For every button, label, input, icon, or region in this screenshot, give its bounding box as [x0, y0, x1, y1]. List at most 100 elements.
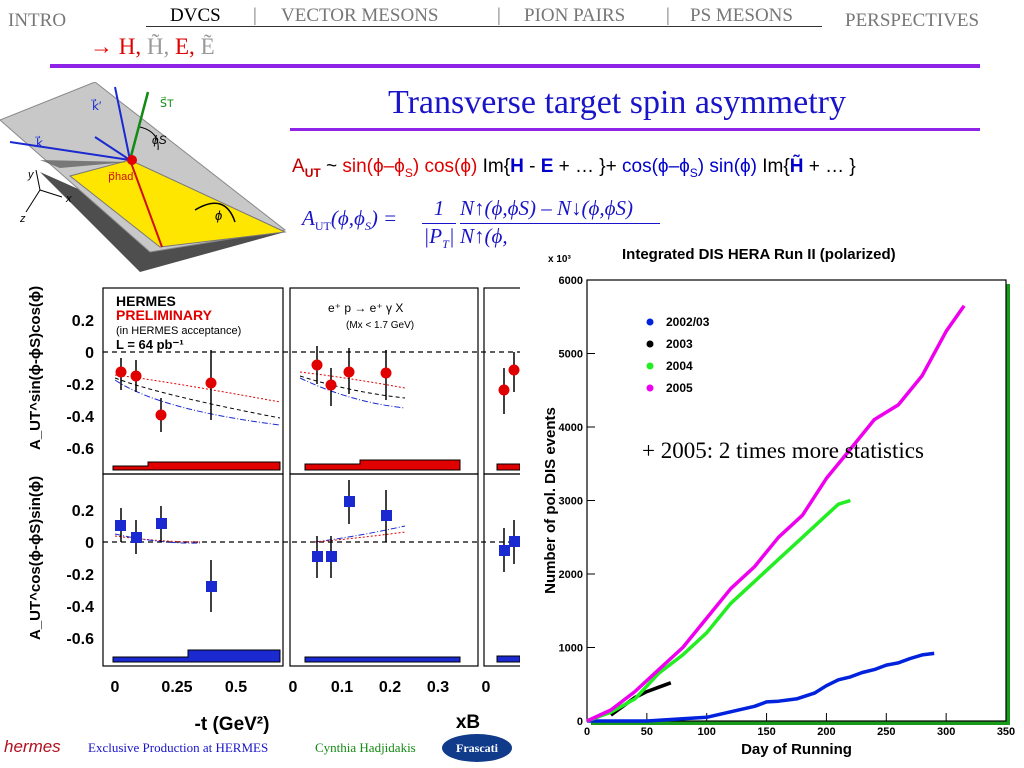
nav-dvcs[interactable]: DVCS	[170, 5, 221, 26]
data-point	[326, 551, 337, 562]
x-axis-label-t: -t (GeV²)	[195, 714, 270, 735]
x-tick: 0	[111, 679, 120, 696]
arrow-icon: →	[90, 34, 113, 59]
data-point	[380, 367, 392, 379]
legend-marker	[646, 384, 654, 392]
data-point	[311, 359, 323, 371]
x-tick-label: 150	[757, 726, 775, 738]
kinematics-diagram: k⃗′ k⃗ S⃗T ϕS p⃗had ϕ x y z	[0, 82, 287, 272]
nav-intro[interactable]: INTRO	[8, 10, 67, 31]
y-tick: 0.2	[72, 313, 94, 330]
fraction-one: 1 |PT|	[422, 196, 456, 252]
y-tick-label: 5000	[559, 349, 583, 361]
chart-title: Integrated DIS HERA Run II (polarized)	[622, 246, 896, 263]
x-tick: 0.5	[225, 679, 247, 696]
y-axis	[35, 169, 41, 191]
theory-curve-blue-bottom-xb	[314, 525, 406, 543]
data-point	[155, 409, 167, 421]
systematic-band-top-third	[496, 463, 520, 471]
gpd-etilde: Ẽ	[200, 34, 215, 59]
panel-xb-top	[289, 287, 479, 475]
theory-curve-blue	[114, 379, 281, 426]
panel-third-bottom	[483, 473, 520, 667]
data-point	[509, 536, 520, 547]
data-point	[498, 384, 510, 396]
gpd-list: → H, H̃, E, Ẽ	[90, 34, 215, 60]
data-point	[312, 551, 323, 562]
legend-marker	[646, 362, 654, 370]
k-prime-vector	[114, 86, 131, 161]
data-point	[344, 496, 355, 507]
footer-talk-title: Exclusive Production at HERMES	[88, 740, 269, 755]
series-line-2	[586, 498, 851, 723]
phi-label: ϕ	[215, 208, 222, 223]
lumi-chart: Integrated DIS HERA Run II (polarized) x…	[540, 240, 1024, 760]
x-tick-label: 200	[817, 726, 835, 738]
x-tick-label: 300	[937, 726, 955, 738]
legend-label: 2005	[666, 381, 693, 395]
asymmetry-formula: AUT ~ sin(ϕ–ϕS) cos(ϕ) Im{H - E + … }+ c…	[292, 156, 856, 180]
data-point	[156, 518, 167, 529]
x-tick: 0.2	[379, 679, 401, 696]
legend-marker	[646, 318, 654, 326]
legend-marker	[646, 340, 654, 348]
y-tick: -0.6	[66, 441, 94, 458]
frascati-badge: Frascati	[442, 734, 512, 762]
legend-label: 2002/03	[666, 315, 710, 329]
nav-pion-pairs[interactable]: PION PAIRS	[524, 5, 626, 26]
data-point	[115, 366, 127, 378]
data-point	[205, 377, 217, 389]
data-point	[206, 581, 217, 592]
y-tick: 0	[85, 345, 94, 362]
theory-curve-black	[114, 377, 281, 419]
z-label: z	[19, 213, 26, 225]
x-tick-label: 350	[997, 726, 1015, 738]
k-vector	[9, 141, 131, 161]
theory-curve-red-bottom	[114, 535, 201, 543]
y-tick: -0.2	[66, 377, 94, 394]
data-point	[499, 545, 510, 556]
hermes-label: HERMES	[116, 293, 176, 309]
gpd-e: E,	[175, 34, 195, 59]
asymmetry-definition: AUT(ϕ,ϕS) =	[302, 206, 398, 234]
k-label: k⃗	[35, 135, 43, 150]
x-tick-label: 0	[584, 726, 590, 738]
y-tick-label: 3000	[559, 496, 583, 508]
z-axis	[25, 189, 41, 213]
y-axis-label: Number of pol. DIS events	[542, 407, 559, 594]
x-tick: 0	[289, 679, 298, 696]
nav-bar	[146, 4, 822, 27]
spin-vector	[128, 91, 150, 161]
hermes-asymmetry-plot: HERMES PRELIMINARY (in HERMES acceptance…	[27, 286, 520, 735]
luminosity-label: L = 64 pb⁻¹	[116, 337, 184, 352]
st-label: S⃗T	[160, 96, 174, 110]
plot-frame	[586, 279, 1007, 722]
legend-label: 2004	[666, 359, 693, 373]
x-tick: 0.1	[331, 679, 353, 696]
nav-vector-mesons[interactable]: VECTOR MESONS	[281, 5, 439, 26]
x-axis-label: Day of Running	[741, 741, 852, 758]
systematic-band-top	[112, 461, 281, 471]
footer-author: Cynthia Hadjidakis	[315, 740, 416, 755]
data-point	[115, 520, 126, 531]
fraction-main: N↑(ϕ,ϕS) – N↓(ϕ,ϕS) N↑(ϕ,	[460, 196, 660, 249]
panel-t-bottom	[102, 473, 284, 667]
theory-curve-red-bottom-xb	[314, 531, 406, 543]
theory-curve-blue-xb	[299, 377, 406, 409]
y-tick: -0.2	[66, 567, 94, 584]
mass-cut-label: (Mx < 1.7 GeV)	[346, 320, 414, 331]
y-tick-label: 6000	[559, 275, 583, 287]
phad-label: p⃗had	[108, 171, 133, 183]
statistics-annotation: + 2005: 2 times more statistics	[642, 438, 924, 463]
nav-separator: |	[666, 5, 670, 26]
k-prime-label: k⃗′	[91, 98, 102, 113]
nav-ps-mesons[interactable]: PS MESONS	[690, 5, 793, 26]
nav-perspectives[interactable]: PERSPECTIVES	[845, 10, 980, 31]
phis-label: ϕS	[152, 133, 167, 147]
y-label: y	[27, 169, 35, 181]
phis-arc	[139, 126, 159, 151]
k-line	[94, 136, 131, 161]
data-point	[130, 370, 142, 382]
header-rule	[50, 64, 980, 68]
lumi-chart-svg: 0 1000 2000 3000 4000 5000 6000 0 50 100 150 200 250…	[542, 275, 1015, 758]
